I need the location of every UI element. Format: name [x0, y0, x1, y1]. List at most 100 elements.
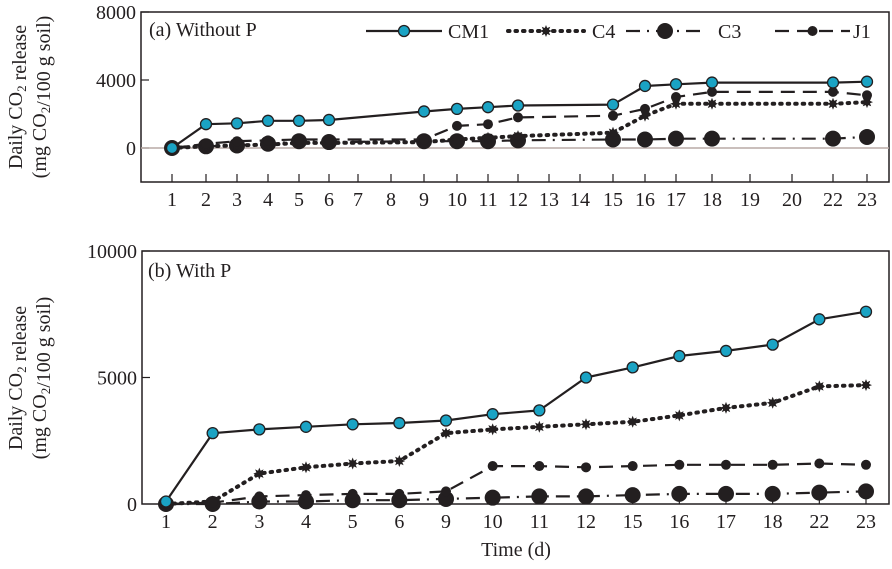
y-axis-label-line: (mg CO2/100 g soil)	[29, 16, 55, 179]
data-point-j1	[487, 461, 498, 472]
x-tick-label: 2	[201, 189, 211, 211]
x-tick-label: 3	[254, 511, 264, 533]
data-point-cm1	[606, 98, 620, 111]
data-point-cm1	[673, 349, 686, 363]
x-tick-label: 13	[539, 189, 559, 211]
data-point-cm1	[638, 79, 652, 93]
x-tick-label: 6	[324, 189, 334, 211]
data-point-c4	[673, 409, 686, 422]
x-tick-label: 8	[386, 189, 396, 211]
legend-marker	[397, 24, 411, 38]
x-tick-label: 1	[167, 189, 177, 211]
data-point-c4	[253, 467, 266, 480]
x-axis-label: Time (d)	[481, 539, 551, 561]
data-point-c3	[764, 485, 781, 502]
x-tick-label: 7	[353, 189, 363, 211]
legend-item-c3: C3	[626, 21, 741, 43]
data-point-cm1	[450, 102, 464, 116]
x-tick-label: 5	[294, 189, 304, 211]
data-point-cm1	[322, 113, 336, 127]
legend-label: C3	[718, 21, 741, 43]
x-tick-label: 15	[603, 189, 623, 211]
data-point-c3	[718, 485, 734, 502]
x-tick-label: 2	[208, 511, 218, 533]
data-point-cm1	[826, 76, 840, 89]
x-tick-label: 9	[441, 511, 451, 533]
x-tick-label: 16	[669, 511, 689, 533]
data-point-j1	[201, 138, 211, 149]
data-point-c3	[668, 130, 684, 147]
legend-marker	[807, 26, 818, 36]
data-point-j1	[324, 134, 334, 145]
panel-a-label: (a) Without P	[149, 19, 257, 41]
data-point-cm1	[719, 344, 733, 358]
data-point-c4	[580, 418, 592, 431]
data-point-j1	[394, 488, 405, 499]
data-point-j1	[640, 103, 650, 114]
data-point-j1	[513, 112, 523, 123]
series-line-c3	[166, 490, 867, 506]
data-point-cm1	[292, 114, 306, 127]
legend-marker	[540, 25, 552, 37]
y-tick-label: 5000	[97, 368, 137, 390]
data-point-c3	[704, 130, 720, 147]
data-point-c4	[766, 396, 779, 409]
series-line-j1	[165, 462, 867, 506]
data-point-cm1	[253, 423, 266, 436]
legend-label: CM1	[448, 21, 489, 43]
data-point-c3	[624, 487, 641, 504]
data-point-j1	[581, 462, 591, 473]
data-point-j1	[861, 459, 871, 470]
data-point-j1	[254, 491, 265, 502]
x-tick-label: 11	[530, 511, 549, 533]
data-point-j1	[419, 134, 429, 145]
x-tick-label: 18	[763, 511, 783, 533]
data-point-cm1	[481, 101, 495, 114]
x-tick-label: 22	[823, 189, 843, 211]
data-point-j1	[483, 119, 493, 130]
data-point-c4	[626, 415, 639, 428]
data-point-cm1	[393, 416, 406, 430]
x-tick-label: 1	[161, 511, 171, 533]
series-line-j1	[171, 90, 868, 150]
series-cm1	[165, 75, 874, 155]
data-point-j1	[627, 461, 638, 472]
data-point-c3	[438, 490, 454, 507]
data-point-c4	[813, 380, 826, 393]
data-point-c3	[825, 130, 841, 147]
x-tick-label: 3	[232, 189, 242, 211]
data-point-c3	[671, 485, 688, 502]
data-point-cm1	[669, 78, 683, 91]
x-tick-label: 19	[740, 189, 760, 211]
series-line-cm1	[171, 80, 868, 149]
x-tick-label: 20	[782, 189, 802, 211]
data-point-cm1	[705, 76, 719, 89]
data-point-c4	[607, 126, 619, 139]
data-point-j1	[452, 120, 462, 131]
data-point-cm1	[766, 338, 779, 351]
data-point-c4	[706, 97, 718, 110]
data-point-cm1	[230, 117, 244, 130]
series-line-c4	[164, 383, 868, 506]
legend-label: J1	[853, 21, 871, 43]
data-point-cm1	[417, 105, 431, 118]
series-line-c3	[171, 135, 868, 150]
x-tick-label: 12	[576, 511, 596, 533]
panel-a-frame	[140, 11, 890, 183]
data-point-cm1	[533, 404, 546, 417]
data-point-j1	[814, 458, 825, 469]
legend-item-cm1: CM1	[366, 21, 489, 43]
data-point-c4	[482, 131, 494, 144]
data-point-c3	[858, 483, 874, 500]
data-point-c3	[531, 488, 548, 505]
panel-a-y-axis-label: Daily CO2 release (mg CO2/100 g soil)	[5, 16, 55, 179]
data-point-j1	[671, 92, 681, 102]
data-point-c4	[440, 427, 452, 440]
y-tick-label: 4000	[96, 70, 136, 92]
data-point-j1	[828, 86, 838, 97]
data-point-c3	[859, 128, 875, 145]
x-tick-label: 17	[666, 189, 686, 211]
x-tick-label: 17	[716, 511, 736, 533]
